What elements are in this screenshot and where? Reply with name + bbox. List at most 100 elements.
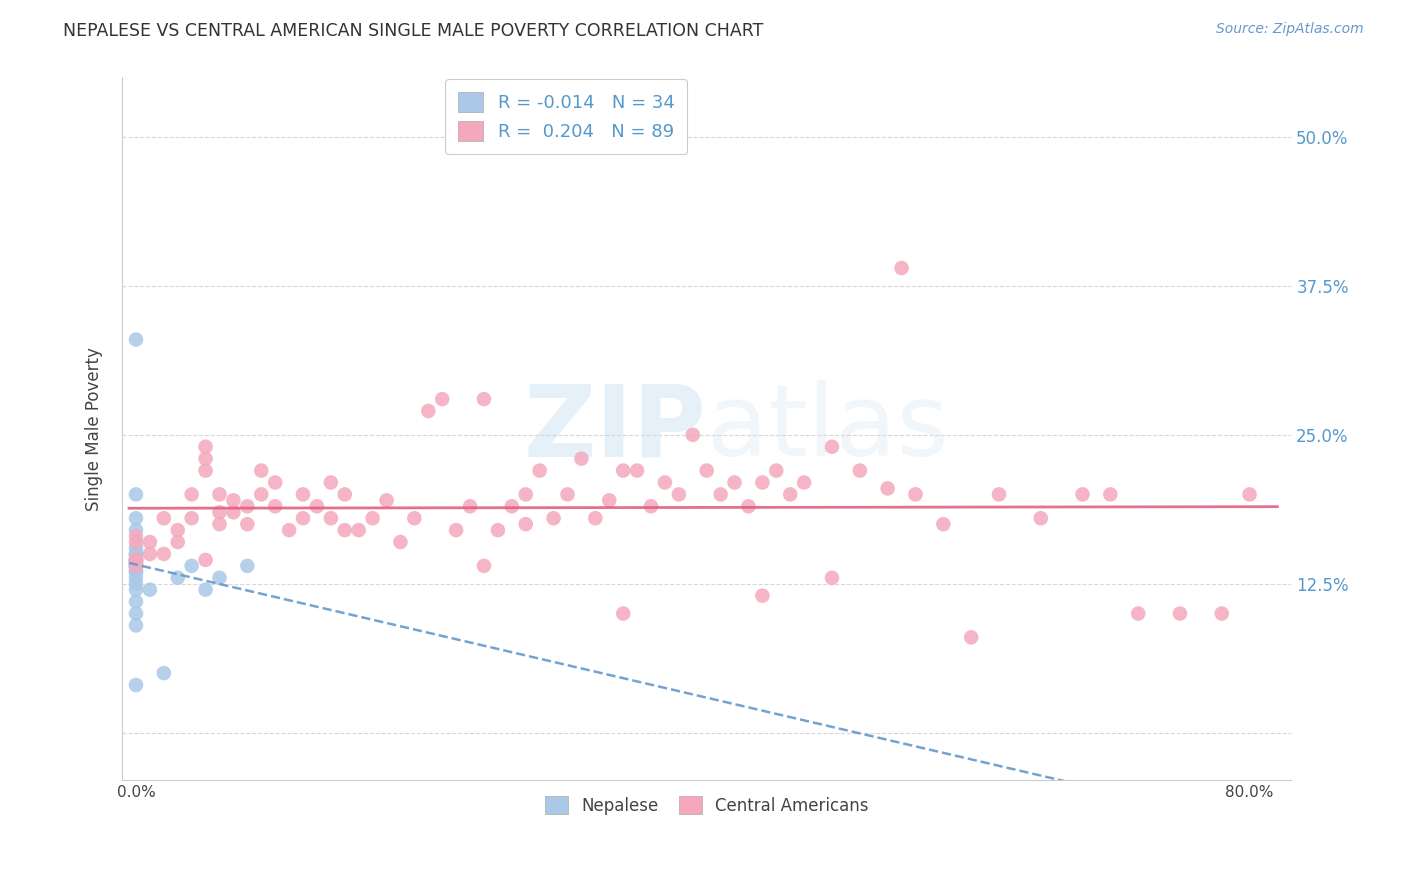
Point <box>125 553 148 567</box>
Y-axis label: Single Male Poverty: Single Male Poverty <box>86 347 103 511</box>
Point <box>222 505 245 519</box>
Point <box>222 493 245 508</box>
Point <box>125 558 148 573</box>
Point <box>529 464 551 478</box>
Point <box>765 464 787 478</box>
Point <box>793 475 815 490</box>
Point <box>333 487 356 501</box>
Point <box>375 493 398 508</box>
Point <box>125 678 148 692</box>
Point <box>292 511 315 525</box>
Point <box>543 511 565 525</box>
Point <box>125 553 148 567</box>
Point <box>125 553 148 567</box>
Point <box>932 517 955 532</box>
Point <box>571 451 593 466</box>
Point <box>347 523 370 537</box>
Point <box>1128 607 1150 621</box>
Point <box>779 487 801 501</box>
Point <box>472 392 495 406</box>
Point <box>236 500 259 514</box>
Point <box>1168 607 1191 621</box>
Point <box>250 487 273 501</box>
Point <box>153 511 176 525</box>
Point <box>1029 511 1052 525</box>
Point <box>486 523 509 537</box>
Point <box>125 607 148 621</box>
Point <box>250 464 273 478</box>
Point <box>125 558 148 573</box>
Point <box>125 565 148 579</box>
Point <box>404 511 426 525</box>
Point <box>125 594 148 608</box>
Point <box>236 517 259 532</box>
Point <box>319 511 342 525</box>
Point <box>125 582 148 597</box>
Point <box>125 523 148 537</box>
Point <box>125 561 148 575</box>
Point <box>849 464 872 478</box>
Point <box>180 558 202 573</box>
Point <box>264 475 287 490</box>
Point <box>904 487 927 501</box>
Point <box>654 475 676 490</box>
Point <box>125 557 148 571</box>
Point <box>389 535 412 549</box>
Point <box>319 475 342 490</box>
Text: ZIP: ZIP <box>524 380 707 477</box>
Point <box>208 571 231 585</box>
Point <box>333 523 356 537</box>
Point <box>710 487 733 501</box>
Text: atlas: atlas <box>707 380 948 477</box>
Point <box>208 517 231 532</box>
Point <box>139 582 162 597</box>
Point <box>876 482 898 496</box>
Point <box>723 475 745 490</box>
Point <box>264 500 287 514</box>
Point <box>125 511 148 525</box>
Point <box>194 553 217 567</box>
Point <box>125 555 148 569</box>
Point <box>139 535 162 549</box>
Point <box>125 547 148 561</box>
Point <box>236 558 259 573</box>
Point <box>125 558 148 573</box>
Point <box>180 511 202 525</box>
Point <box>125 529 148 543</box>
Point <box>1239 487 1261 501</box>
Point <box>515 487 537 501</box>
Point <box>194 464 217 478</box>
Point <box>432 392 454 406</box>
Point <box>125 547 148 561</box>
Point <box>444 523 467 537</box>
Point <box>166 535 188 549</box>
Point <box>125 618 148 632</box>
Text: NEPALESE VS CENTRAL AMERICAN SINGLE MALE POVERTY CORRELATION CHART: NEPALESE VS CENTRAL AMERICAN SINGLE MALE… <box>63 22 763 40</box>
Point <box>125 541 148 555</box>
Point <box>737 500 759 514</box>
Point <box>1099 487 1122 501</box>
Point <box>194 451 217 466</box>
Point <box>125 565 148 579</box>
Point <box>696 464 718 478</box>
Point <box>166 571 188 585</box>
Point <box>194 582 217 597</box>
Point <box>557 487 579 501</box>
Point <box>125 558 148 573</box>
Point <box>960 631 983 645</box>
Point <box>418 404 440 418</box>
Point <box>1071 487 1094 501</box>
Point <box>208 505 231 519</box>
Point <box>821 571 844 585</box>
Point <box>194 440 217 454</box>
Point <box>612 607 634 621</box>
Point <box>1211 607 1233 621</box>
Point <box>890 261 912 276</box>
Point <box>988 487 1011 501</box>
Point <box>292 487 315 501</box>
Text: Source: ZipAtlas.com: Source: ZipAtlas.com <box>1216 22 1364 37</box>
Point <box>278 523 301 537</box>
Point <box>612 464 634 478</box>
Point <box>821 440 844 454</box>
Point <box>125 553 148 567</box>
